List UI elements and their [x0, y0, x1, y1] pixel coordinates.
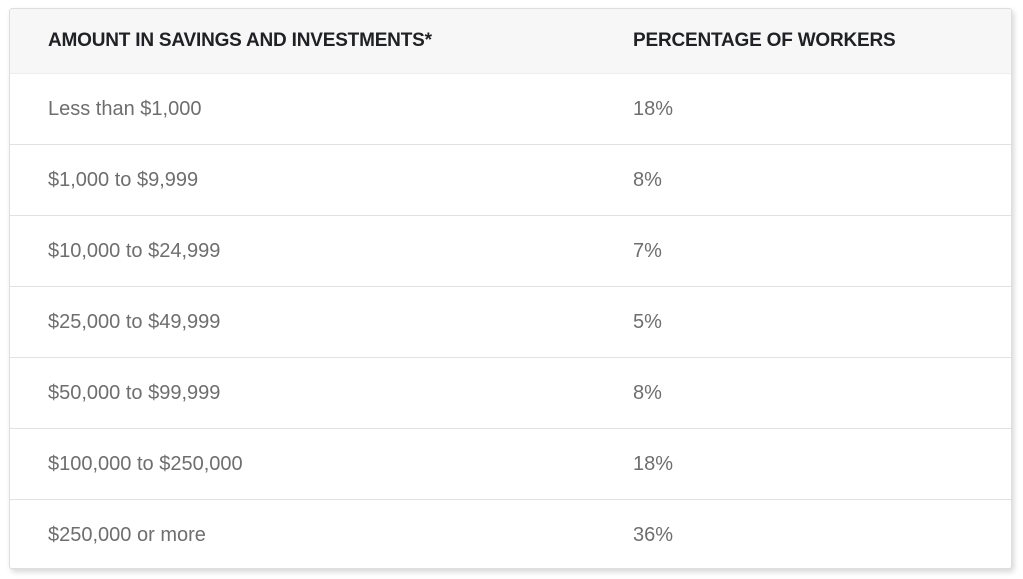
percentage-cell: 18%: [595, 428, 1011, 500]
amount-cell: $100,000 to $250,000: [10, 428, 595, 500]
amount-cell: $50,000 to $99,999: [10, 357, 595, 429]
table-row: $10,000 to $24,999 7%: [10, 215, 1011, 287]
table-header-row: AMOUNT IN SAVINGS AND INVESTMENTS* PERCE…: [10, 9, 1011, 74]
percentage-cell: 8%: [595, 144, 1011, 216]
amount-cell: $250,000 or more: [10, 499, 595, 568]
table-row: Less than $1,000 18%: [10, 74, 1011, 145]
column-header-amount: AMOUNT IN SAVINGS AND INVESTMENTS*: [10, 9, 595, 74]
column-header-percentage: PERCENTAGE OF WORKERS: [595, 9, 1011, 74]
table-row: $250,000 or more 36%: [10, 499, 1011, 568]
table-row: $25,000 to $49,999 5%: [10, 286, 1011, 358]
table-row: $1,000 to $9,999 8%: [10, 144, 1011, 216]
savings-table: AMOUNT IN SAVINGS AND INVESTMENTS* PERCE…: [10, 9, 1011, 568]
table-body: Less than $1,000 18% $1,000 to $9,999 8%…: [10, 74, 1011, 568]
percentage-cell: 8%: [595, 357, 1011, 429]
amount-cell: Less than $1,000: [48, 97, 202, 120]
savings-table-card: AMOUNT IN SAVINGS AND INVESTMENTS* PERCE…: [9, 8, 1012, 569]
table-row: $100,000 to $250,000 18%: [10, 428, 1011, 500]
amount-cell: $10,000 to $24,999: [10, 215, 595, 287]
amount-cell: $25,000 to $49,999: [10, 286, 595, 358]
percentage-cell: 7%: [595, 215, 1011, 287]
amount-cell: $1,000 to $9,999: [10, 144, 595, 216]
percentage-cell: 36%: [595, 499, 1011, 568]
percentage-cell: 18%: [633, 97, 674, 120]
percentage-cell: 5%: [595, 286, 1011, 358]
table-row: $50,000 to $99,999 8%: [10, 357, 1011, 429]
